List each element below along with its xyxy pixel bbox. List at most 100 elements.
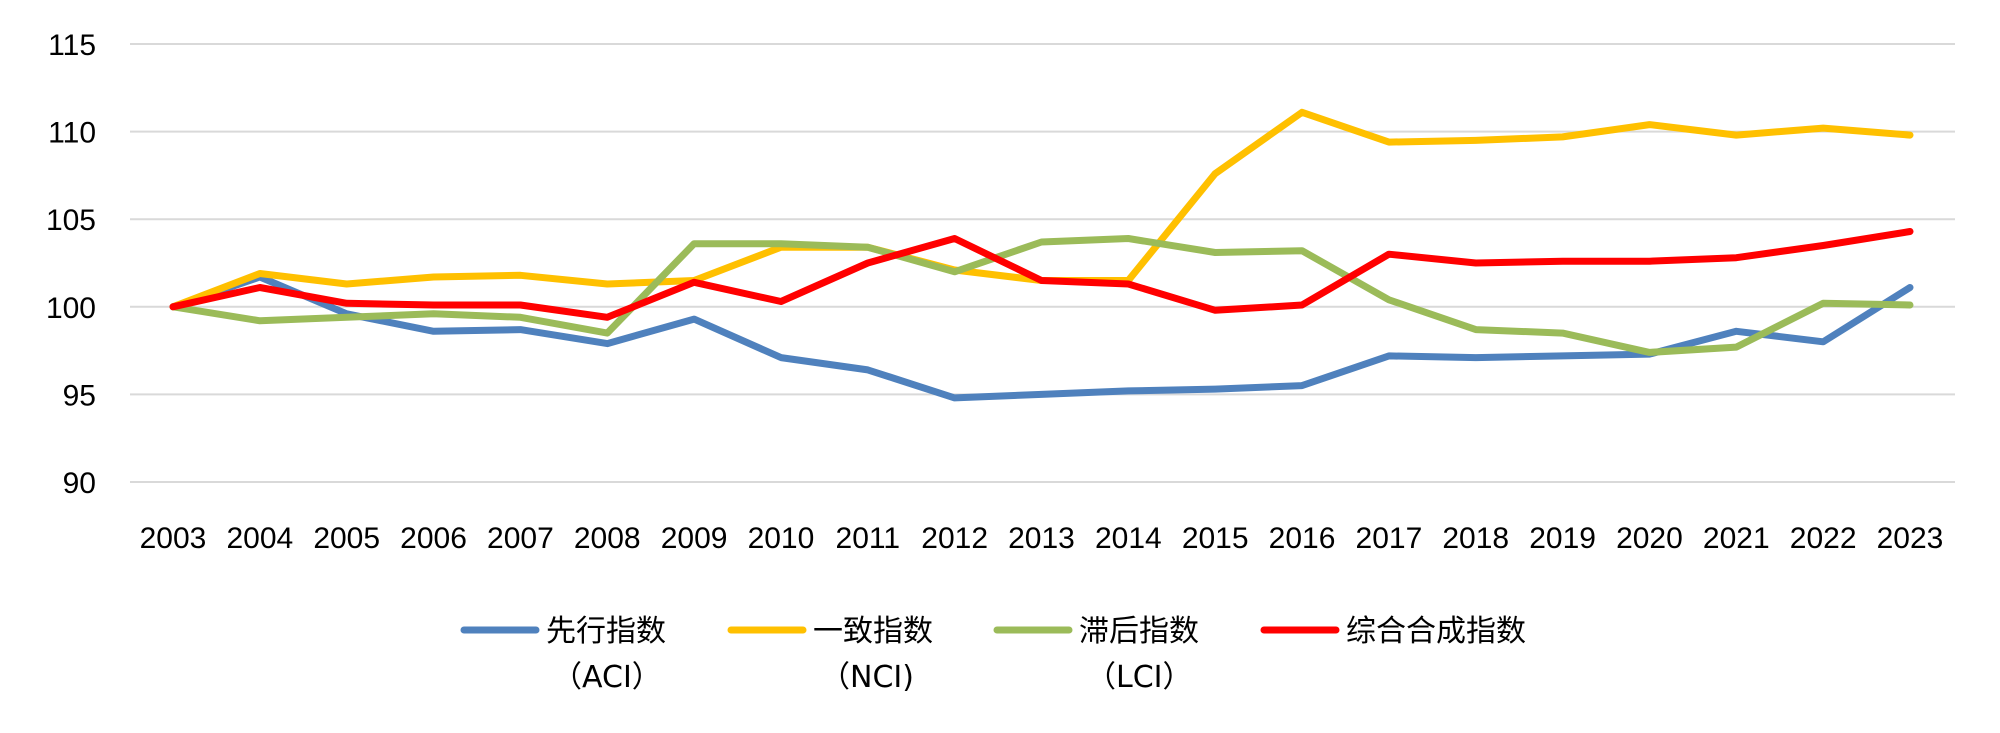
series-4 xyxy=(169,228,1914,321)
legend-item-2: 一致指数 （NCI) xyxy=(727,614,933,695)
x-tick-label: 2008 xyxy=(574,522,641,555)
y-tick-label: 90 xyxy=(63,467,96,500)
data-point xyxy=(1125,281,1131,287)
data-point xyxy=(257,318,263,324)
data-point xyxy=(1473,355,1479,361)
data-point xyxy=(1125,388,1131,394)
data-point xyxy=(778,241,784,247)
series-line xyxy=(169,228,1914,321)
data-point xyxy=(1820,339,1826,345)
x-tick-label: 2011 xyxy=(836,522,901,555)
data-point xyxy=(604,330,610,336)
data-point xyxy=(1733,328,1739,334)
y-tick-label: 115 xyxy=(48,29,96,62)
series-line xyxy=(169,235,1914,356)
x-tick-label: 2018 xyxy=(1442,522,1509,555)
x-tick-label: 2015 xyxy=(1182,522,1249,555)
data-point xyxy=(1820,242,1826,248)
data-point xyxy=(517,314,523,320)
legend-label-sub: （NCI) xyxy=(820,660,914,695)
x-tick-label: 2016 xyxy=(1269,522,1336,555)
series-lines xyxy=(169,108,1914,402)
data-point xyxy=(431,311,437,317)
data-point xyxy=(1299,383,1305,389)
data-point xyxy=(1039,391,1045,397)
data-point xyxy=(517,302,523,308)
data-point xyxy=(1646,122,1652,128)
data-point xyxy=(1039,239,1045,245)
data-point xyxy=(257,271,263,277)
x-tick-label: 2013 xyxy=(1008,522,1075,555)
data-point xyxy=(1473,260,1479,266)
data-point xyxy=(517,327,523,333)
data-point xyxy=(1907,285,1913,291)
data-point xyxy=(1560,258,1566,264)
data-point xyxy=(691,316,697,322)
x-tick-label: 2003 xyxy=(140,522,207,555)
data-point xyxy=(1473,327,1479,333)
data-point xyxy=(691,241,697,247)
data-point xyxy=(1646,349,1652,355)
data-point xyxy=(1125,235,1131,241)
data-point xyxy=(257,285,263,291)
data-point xyxy=(1560,353,1566,359)
data-point xyxy=(1733,132,1739,138)
legend-label: 滞后指数 xyxy=(1079,614,1199,649)
x-tick-label: 2021 xyxy=(1703,522,1770,555)
data-point xyxy=(604,341,610,347)
data-point xyxy=(1907,132,1913,138)
legend-label: 一致指数 xyxy=(813,614,933,649)
data-point xyxy=(778,299,784,305)
series-1 xyxy=(169,273,1914,402)
legend-label-sub: （LCI） xyxy=(1086,660,1193,695)
data-point xyxy=(1386,251,1392,257)
data-point xyxy=(344,300,350,306)
data-point xyxy=(1560,134,1566,140)
data-point xyxy=(1907,228,1913,234)
x-tick-label: 2022 xyxy=(1790,522,1857,555)
data-point xyxy=(778,355,784,361)
data-point xyxy=(865,244,871,250)
data-point xyxy=(1646,258,1652,264)
data-point xyxy=(1386,297,1392,303)
data-point xyxy=(1039,278,1045,284)
x-tick-label: 2012 xyxy=(921,522,988,555)
y-tick-label: 100 xyxy=(46,292,96,325)
legend: 先行指数 （ACI） 一致指数 （NCI) 滞后指数 （LCI） 综合合成指数 xyxy=(460,614,1526,695)
data-point xyxy=(1212,171,1218,177)
data-point xyxy=(344,314,350,320)
data-point xyxy=(1386,139,1392,145)
x-axis-ticks: 2003 2004 2005 2006 2007 2008 2009 2010 2011 2012… xyxy=(140,522,1944,555)
legend-item-1: 先行指数 （ACI） xyxy=(460,614,666,695)
x-tick-label: 2010 xyxy=(748,522,815,555)
data-point xyxy=(1299,248,1305,254)
data-point xyxy=(604,281,610,287)
data-point xyxy=(1733,344,1739,350)
y-tick-label: 105 xyxy=(46,204,96,237)
legend-label-sub: （ACI） xyxy=(552,660,662,695)
data-point xyxy=(1560,330,1566,336)
data-point xyxy=(170,304,176,310)
data-point xyxy=(431,302,437,308)
data-point xyxy=(344,281,350,287)
data-point xyxy=(1820,300,1826,306)
data-point xyxy=(952,235,958,241)
legend-label: 综合合成指数 xyxy=(1346,614,1526,649)
x-tick-label: 2004 xyxy=(226,522,293,555)
data-point xyxy=(431,274,437,280)
data-point xyxy=(691,279,697,285)
x-tick-label: 2019 xyxy=(1529,522,1596,555)
legend-label: 先行指数 xyxy=(546,614,666,649)
data-point xyxy=(1473,137,1479,143)
y-tick-label: 110 xyxy=(48,117,96,150)
y-tick-label: 95 xyxy=(63,379,96,412)
series-3 xyxy=(169,235,1914,356)
data-point xyxy=(1299,109,1305,115)
x-tick-label: 2009 xyxy=(661,522,728,555)
y-axis-ticks: 90 95 100 105 110 115 xyxy=(46,29,96,500)
x-tick-label: 2005 xyxy=(313,522,380,555)
legend-item-3: 滞后指数 （LCI） xyxy=(993,614,1199,695)
x-tick-label: 2023 xyxy=(1877,522,1944,555)
